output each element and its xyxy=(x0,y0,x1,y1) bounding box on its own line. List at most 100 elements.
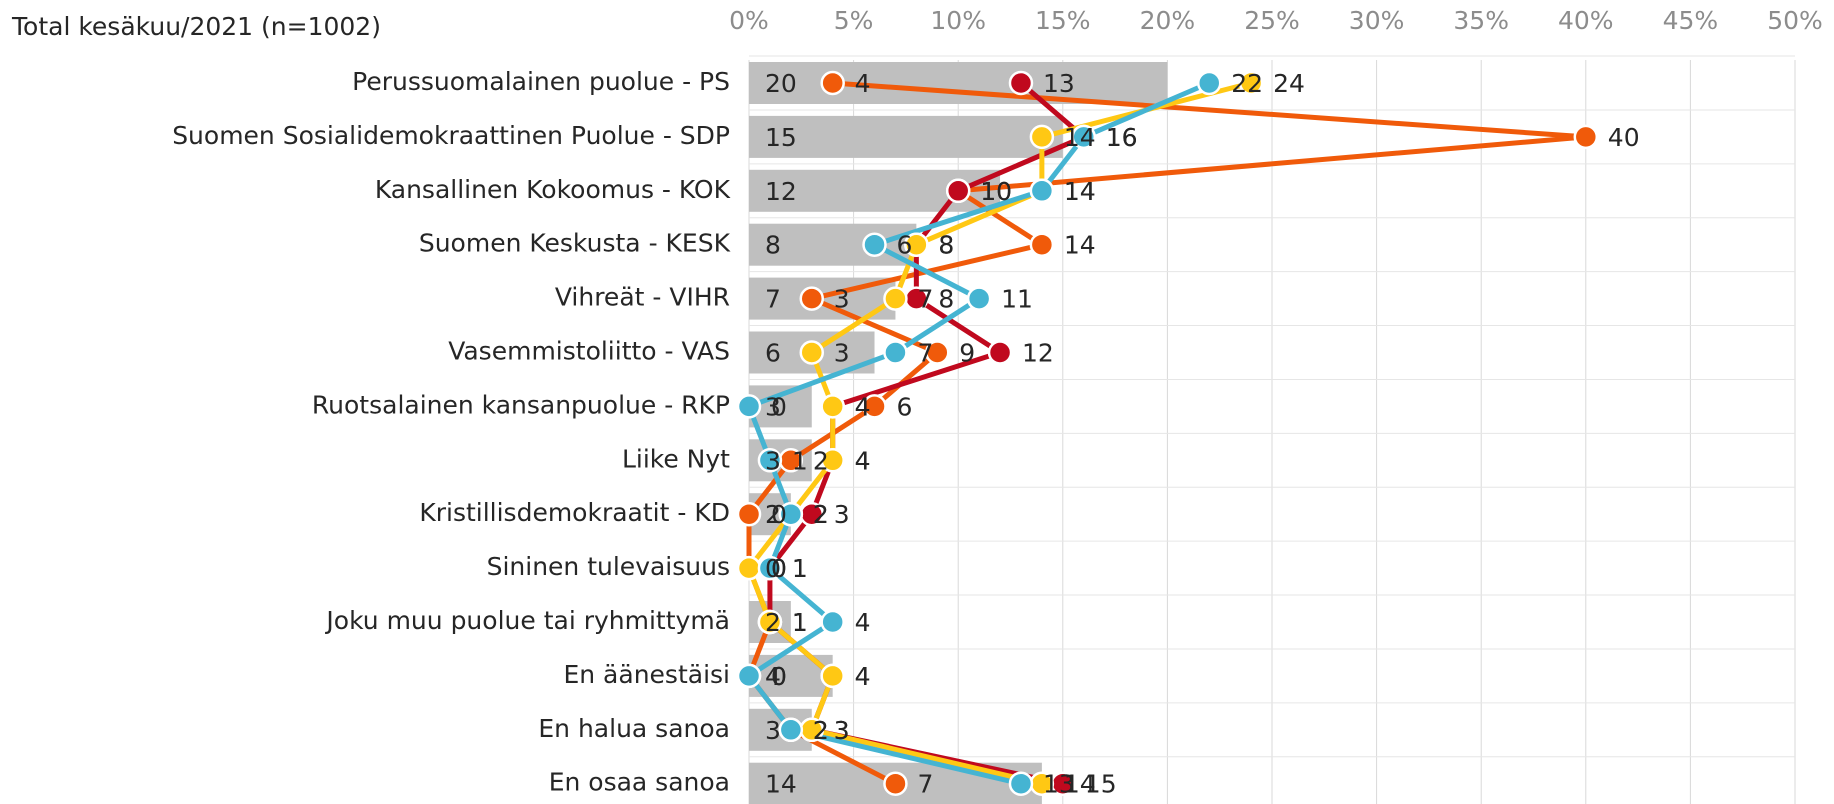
marker xyxy=(1196,70,1222,96)
data-label: 14 xyxy=(1064,177,1096,206)
data-label: 2 xyxy=(813,446,829,475)
data-label: 14 xyxy=(1064,231,1096,260)
x-tick-label: 25% xyxy=(1244,6,1300,35)
data-label: 3 xyxy=(834,339,850,368)
data-label: 7 xyxy=(917,285,933,314)
marker xyxy=(757,609,783,635)
data-label: 4 xyxy=(855,446,871,475)
data-label: 13 xyxy=(1043,770,1075,799)
data-label: 2 xyxy=(813,716,829,745)
marker xyxy=(736,394,762,419)
data-label: 11 xyxy=(1001,285,1033,314)
data-label: 10 xyxy=(980,177,1012,206)
marker xyxy=(883,340,908,365)
y-tick-label: Liike Nyt xyxy=(622,444,730,473)
data-label: 15 xyxy=(1085,770,1117,799)
marker xyxy=(1029,232,1055,257)
data-label: 4 xyxy=(855,608,871,637)
data-label: 4 xyxy=(855,662,871,691)
marker xyxy=(799,340,825,365)
data-label: 0 xyxy=(765,554,781,583)
data-label: 3 xyxy=(765,716,781,745)
marker xyxy=(987,340,1013,365)
data-label: 40 xyxy=(1608,123,1640,152)
data-label: 1 xyxy=(792,608,808,637)
marker xyxy=(820,70,845,96)
data-label: 2 xyxy=(813,716,829,745)
marker xyxy=(820,394,845,419)
y-tick-label: Ruotsalainen kansanpuolue - RKP xyxy=(312,390,730,419)
data-label: 1 xyxy=(792,608,808,637)
y-tick-label: En osaa sanoa xyxy=(549,768,730,797)
data-label: 22 xyxy=(1231,69,1263,98)
data-label: 12 xyxy=(765,177,797,206)
y-tick-label: Vasemmistoliitto - VAS xyxy=(448,337,730,366)
data-label: 8 xyxy=(938,285,954,314)
data-label: 7 xyxy=(765,285,781,314)
marker xyxy=(945,178,971,204)
data-label: 4 xyxy=(855,392,871,421)
data-label: 0 xyxy=(771,554,787,583)
marker xyxy=(1008,771,1034,796)
y-tick-label: Vihreät - VIHR xyxy=(555,283,730,312)
data-label: 3 xyxy=(834,285,850,314)
data-label: 14 xyxy=(1064,177,1096,206)
chart-title: Total kesäkuu/2021 (n=1002) xyxy=(11,12,381,41)
data-label: 12 xyxy=(1022,339,1054,368)
x-tick-label: 5% xyxy=(834,6,874,35)
marker xyxy=(1071,124,1096,150)
x-tick-label: 30% xyxy=(1349,6,1405,35)
x-tick-label: 50% xyxy=(1767,6,1823,35)
y-tick-label: Suomen Keskusta - KESK xyxy=(419,229,731,258)
marker xyxy=(778,501,804,527)
marker xyxy=(820,663,845,689)
data-label: 2 xyxy=(813,500,829,529)
data-label: 3 xyxy=(765,392,781,421)
marker xyxy=(820,609,845,635)
data-label: 0 xyxy=(771,662,787,691)
data-label: 3 xyxy=(834,716,850,745)
data-label: 13 xyxy=(1043,69,1075,98)
data-label: 14 xyxy=(765,770,797,799)
data-label: 4 xyxy=(765,662,781,691)
data-label: 0 xyxy=(771,554,787,583)
data-label: 7 xyxy=(917,770,933,799)
y-tick-label: En äänestäisi xyxy=(563,660,730,689)
x-tick-label: 20% xyxy=(1140,6,1196,35)
marker xyxy=(799,286,825,311)
marker xyxy=(1573,124,1599,150)
data-label: 1 xyxy=(792,608,808,637)
data-label: 4 xyxy=(855,392,871,421)
y-tick-label: Perussuomalainen puolue - PS xyxy=(352,67,730,96)
data-label: 15 xyxy=(765,123,797,152)
data-label: 1 xyxy=(792,446,808,475)
data-label: 0 xyxy=(771,662,787,691)
data-label: 1 xyxy=(792,554,808,583)
data-label: 0 xyxy=(771,500,787,529)
marker xyxy=(736,663,762,689)
x-tick-label: 35% xyxy=(1453,6,1509,35)
marker xyxy=(1029,124,1055,150)
data-label: 9 xyxy=(959,339,975,368)
data-label: 14 xyxy=(1064,123,1096,152)
marker xyxy=(862,232,887,257)
y-tick-label: Kansallinen Kokoomus - KOK xyxy=(375,175,731,204)
y-tick-label: Joku muu puolue tai ryhmittymä xyxy=(324,606,730,635)
data-label: 4 xyxy=(855,446,871,475)
marker xyxy=(883,771,908,796)
x-tick-label: 10% xyxy=(930,6,986,35)
data-label: 14 xyxy=(1064,770,1096,799)
data-label: 8 xyxy=(938,231,954,260)
marker xyxy=(1029,178,1055,204)
x-tick-label: 40% xyxy=(1558,6,1614,35)
x-tick-label: 15% xyxy=(1035,6,1091,35)
data-label: 4 xyxy=(855,69,871,98)
marker xyxy=(1008,70,1034,96)
data-label: 2 xyxy=(765,500,781,529)
data-label: 3 xyxy=(765,446,781,475)
data-label: 2 xyxy=(765,608,781,637)
y-tick-label: En halua sanoa xyxy=(538,714,730,743)
data-label: 6 xyxy=(765,339,781,368)
data-label: 10 xyxy=(980,177,1012,206)
data-label: 8 xyxy=(938,231,954,260)
